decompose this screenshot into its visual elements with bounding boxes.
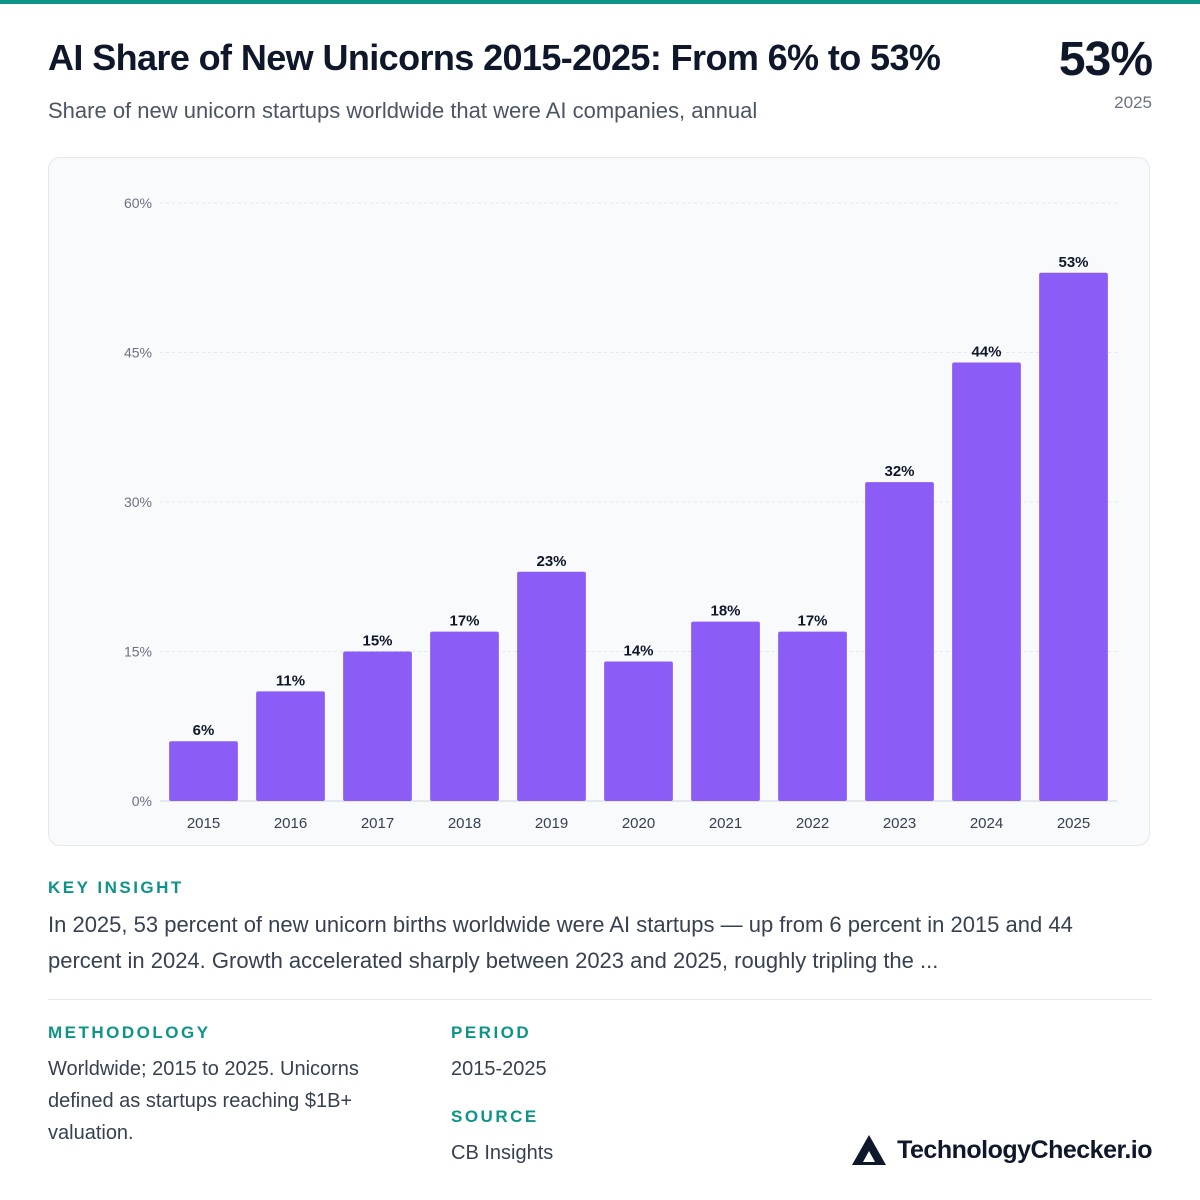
bar	[778, 631, 847, 801]
data-label: 15%	[362, 633, 392, 650]
bar	[1039, 272, 1108, 801]
period-text: 2015-2025	[451, 1058, 547, 1080]
bar	[256, 691, 325, 801]
bar	[952, 362, 1021, 801]
x-tick-label: 2023	[883, 815, 916, 832]
chart-card: 0% 15% 30% 45% 60% 6% 2015 11% 2016 15% 2017 17% 201…	[48, 157, 1150, 846]
kpi-label: 2025	[1114, 93, 1152, 112]
x-tick-label: 2019	[535, 815, 568, 832]
x-tick-label: 2020	[622, 815, 655, 832]
x-tick-label: 2021	[709, 815, 742, 832]
triangle-logo-icon	[852, 1135, 887, 1165]
kpi-value: 53%	[1058, 33, 1153, 86]
bar	[430, 631, 499, 801]
data-label: 32%	[884, 463, 914, 480]
data-label: 23%	[536, 553, 566, 570]
x-tick-label: 2025	[1057, 815, 1090, 832]
x-tick-label: 2015	[187, 815, 220, 832]
brand-name: TechnologyChecker.io	[897, 1136, 1152, 1164]
y-tick-label: 15%	[124, 644, 152, 660]
bar-chart: 0% 15% 30% 45% 60% 6% 2015 11% 2016 15% 2017 17% 201…	[124, 195, 1117, 832]
y-tick-label: 0%	[132, 793, 152, 809]
page-title: AI Share of New Unicorns 2015-2025: From…	[48, 37, 941, 78]
data-label: 44%	[971, 343, 1001, 360]
bar	[517, 571, 586, 801]
bar	[604, 661, 673, 801]
methodology-label: METHODOLOGY	[48, 1023, 211, 1042]
data-label: 14%	[623, 642, 653, 659]
source-label: SOURCE	[451, 1107, 539, 1126]
x-tick-label: 2022	[796, 815, 829, 832]
bar	[865, 482, 934, 801]
data-label: 11%	[276, 672, 305, 689]
y-tick-label: 45%	[124, 345, 152, 361]
period-label: PERIOD	[451, 1023, 532, 1042]
source-text: CB Insights	[451, 1142, 554, 1164]
data-label: 18%	[710, 603, 740, 620]
data-label: 17%	[449, 613, 479, 630]
section-divider	[48, 999, 1152, 1000]
y-tick-label: 30%	[124, 494, 152, 510]
page-subtitle: Share of new unicorn startups worldwide …	[48, 98, 758, 123]
y-tick-label: 60%	[124, 195, 152, 211]
brand: TechnologyChecker.io	[851, 1134, 1152, 1166]
data-label: 6%	[193, 722, 215, 739]
x-tick-label: 2017	[361, 815, 394, 832]
bar	[169, 741, 238, 801]
methodology-text: Worldwide; 2015 to 2025. Unicorns define…	[48, 1058, 359, 1144]
x-tick-label: 2016	[274, 815, 307, 832]
data-label: 53%	[1058, 254, 1088, 271]
bar	[343, 651, 412, 801]
insight-label: KEY INSIGHT	[48, 878, 184, 897]
bar	[691, 621, 760, 801]
data-label: 17%	[797, 613, 827, 630]
insight-text: In 2025, 53 percent of new unicorn birth…	[48, 912, 1073, 973]
kpi-block: 53% 2025	[1058, 32, 1153, 114]
x-tick-label: 2024	[970, 815, 1003, 832]
top-accent-rule	[0, 0, 1200, 4]
x-tick-label: 2018	[448, 815, 481, 832]
